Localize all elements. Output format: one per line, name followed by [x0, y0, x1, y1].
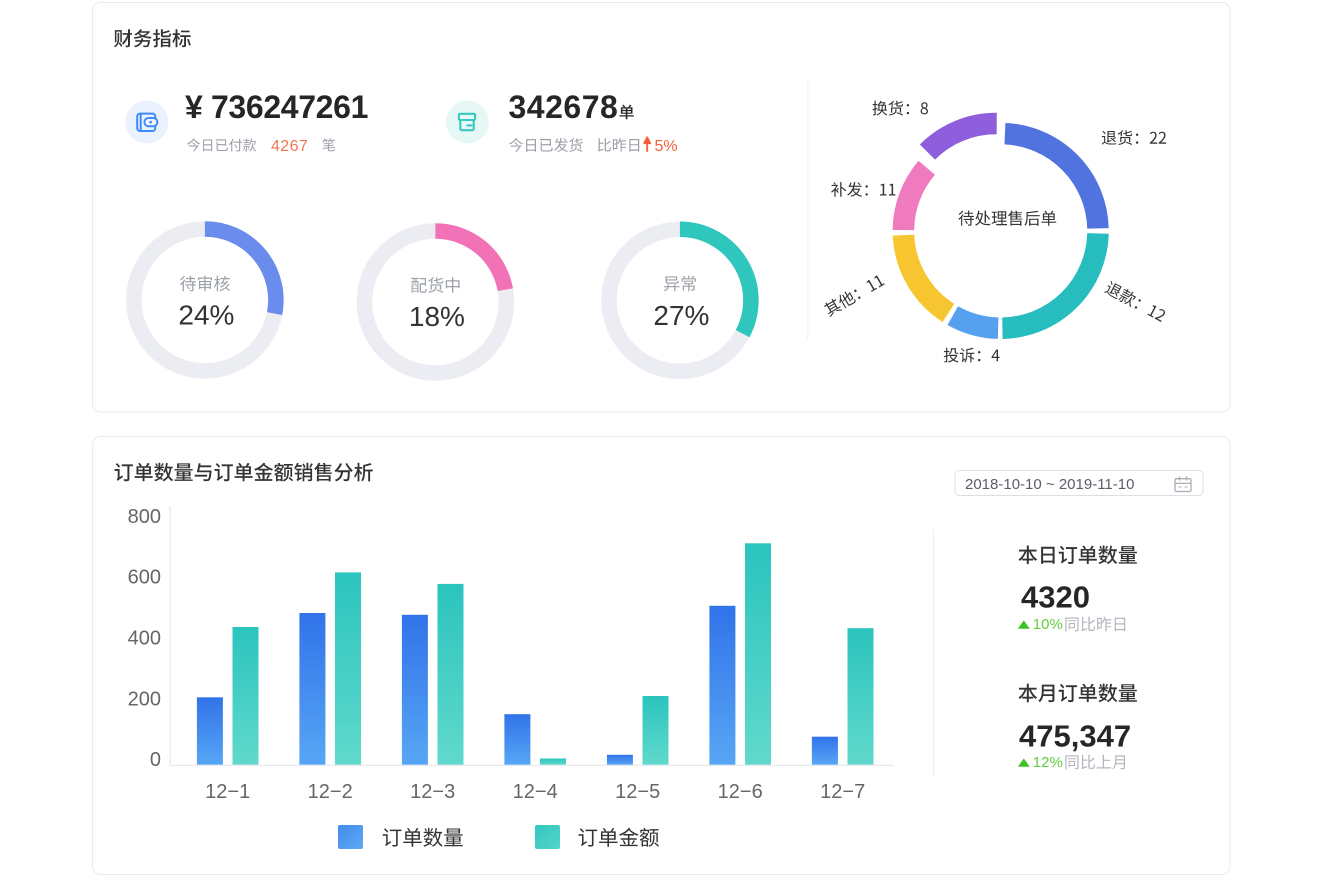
svg-text:600: 600 — [128, 567, 161, 589]
svg-text:4267: 4267 — [271, 138, 308, 155]
svg-text:12−4: 12−4 — [513, 781, 558, 803]
svg-text:800: 800 — [128, 506, 161, 528]
svg-text:4320: 4320 — [1021, 579, 1090, 614]
svg-text:¥ 736247261: ¥ 736247261 — [185, 89, 368, 125]
svg-text:12−3: 12−3 — [410, 781, 455, 803]
svg-text:12−5: 12−5 — [615, 781, 660, 803]
svg-text:200: 200 — [128, 688, 161, 710]
svg-text:24%: 24% — [178, 300, 234, 331]
svg-text:5%: 5% — [655, 138, 678, 155]
svg-text:12−2: 12−2 — [308, 781, 353, 803]
svg-text:2018-10-10 ~ 2019-11-10: 2018-10-10 ~ 2019-11-10 — [965, 476, 1134, 493]
svg-text:475,347: 475,347 — [1019, 718, 1131, 753]
svg-text:0: 0 — [150, 749, 161, 771]
svg-text:27%: 27% — [653, 300, 709, 331]
svg-text:12%: 12% — [1033, 754, 1063, 771]
svg-text:18%: 18% — [409, 301, 465, 332]
svg-text:10%: 10% — [1033, 616, 1063, 633]
svg-text:12−6: 12−6 — [718, 781, 763, 803]
svg-text:342678: 342678 — [509, 89, 619, 125]
svg-text:12−1: 12−1 — [205, 781, 250, 803]
svg-text:400: 400 — [128, 628, 161, 650]
svg-text:12−7: 12−7 — [820, 781, 865, 803]
